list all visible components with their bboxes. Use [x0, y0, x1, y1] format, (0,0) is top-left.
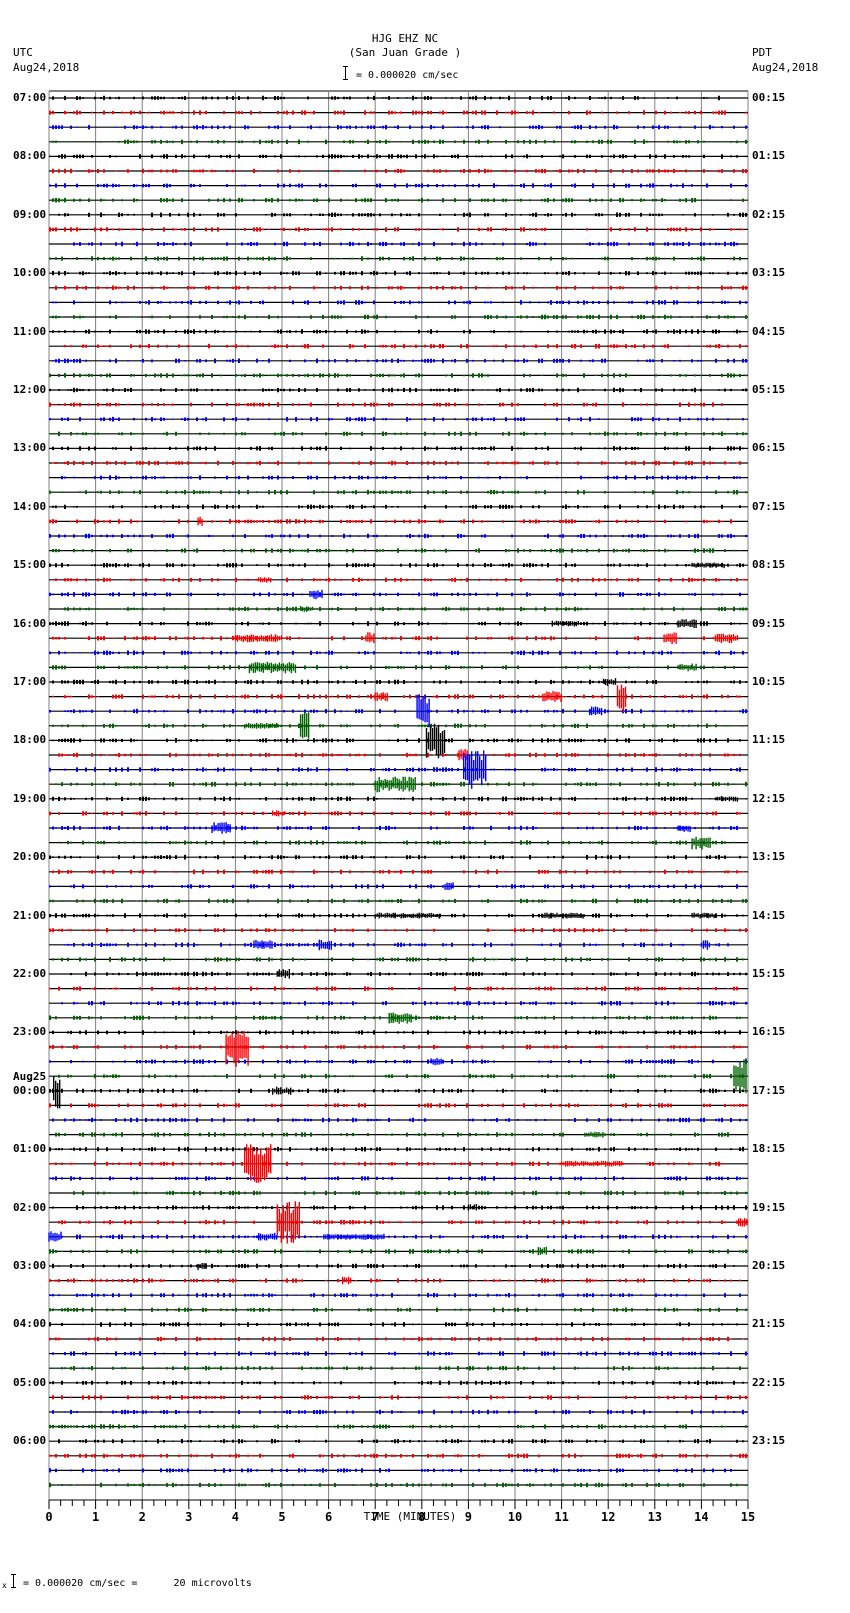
svg-text:6: 6 — [325, 1510, 332, 1524]
right-date: Aug24,2018 — [752, 61, 819, 74]
left-date: Aug24,2018 — [13, 61, 80, 74]
pdt-hour-label: 20:15 — [752, 1259, 786, 1272]
pdt-hour-label: 18:15 — [752, 1142, 786, 1156]
pdt-hour-label: 21:15 — [752, 1317, 786, 1331]
pdt-hour-label: 11:15 — [752, 733, 786, 747]
utc-hour-label: 23:00 — [13, 1025, 47, 1039]
utc-hour-label: 20:00 — [13, 850, 47, 864]
utc-hour-label: 22:00 — [13, 967, 47, 980]
pdt-hour-label: 01:15 — [752, 149, 786, 163]
pdt-hour-label: 12:15 — [752, 791, 786, 805]
pdt-hour-label: 06:15 — [752, 441, 786, 455]
utc-hour-label: 13:00 — [13, 441, 47, 455]
svg-text:5: 5 — [278, 1510, 285, 1524]
pdt-hour-label: 09:15 — [752, 616, 786, 630]
utc-hour-label: 06:00 — [13, 1434, 47, 1448]
pdt-hour-label: 14:15 — [752, 908, 786, 922]
right-timezone: PDT — [752, 46, 772, 59]
pdt-hour-label: 15:15 — [752, 967, 786, 980]
svg-text:15: 15 — [741, 1510, 755, 1524]
utc-hour-label: 17:00 — [13, 675, 47, 688]
date-change-label: Aug25 — [13, 1069, 47, 1083]
svg-text:8: 8 — [418, 1510, 425, 1524]
svg-text:9: 9 — [465, 1510, 472, 1524]
station-title: HJG EHZ NC — [371, 32, 439, 45]
svg-text:4: 4 — [232, 1510, 239, 1524]
utc-hour-label: 08:00 — [13, 149, 47, 163]
pdt-hour-label: 16:15 — [752, 1025, 786, 1039]
footer-prefix: x — [2, 1581, 7, 1590]
pdt-hour-label: 04:15 — [752, 324, 786, 338]
utc-hour-label: 07:00 — [13, 91, 47, 104]
pdt-hour-label: 17:15 — [752, 1083, 786, 1097]
svg-text:14: 14 — [694, 1510, 708, 1524]
scale-label: = 0.000020 cm/sec — [356, 70, 459, 81]
utc-hour-label: 02:00 — [13, 1200, 47, 1214]
utc-hour-label: 01:00 — [13, 1142, 47, 1156]
utc-hour-label: 03:00 — [13, 1259, 47, 1272]
utc-hour-label: 04:00 — [13, 1317, 47, 1331]
svg-text:10: 10 — [508, 1510, 522, 1524]
utc-hour-label: 10:00 — [13, 266, 47, 280]
pdt-hour-label: 02:15 — [752, 207, 786, 221]
pdt-hour-label: 00:15 — [752, 91, 786, 104]
utc-hour-label: 15:00 — [13, 558, 47, 572]
utc-hour-label: 05:00 — [13, 1375, 47, 1389]
utc-hour-label: 19:00 — [13, 791, 47, 805]
x-axis-title: TIME (MINUTES) — [363, 1510, 457, 1523]
utc-hour-label: 14:00 — [13, 499, 47, 513]
svg-text:2: 2 — [139, 1510, 146, 1524]
utc-hour-label: 21:00 — [13, 908, 47, 922]
svg-text:0: 0 — [45, 1510, 52, 1524]
svg-text:1: 1 — [92, 1510, 99, 1524]
utc-hour-label: 12:00 — [13, 383, 47, 396]
footer-scale-bar-icon — [11, 1574, 18, 1588]
svg-text:13: 13 — [648, 1510, 662, 1524]
station-location: (San Juan Grade ) — [348, 46, 462, 59]
pdt-hour-label: 10:15 — [752, 675, 786, 688]
svg-text:3: 3 — [185, 1510, 192, 1524]
pdt-hour-label: 05:15 — [752, 383, 786, 396]
footer-scale-note: = 0.000020 cm/sec = 20 microvolts — [23, 1578, 252, 1589]
pdt-hour-label: 08:15 — [752, 558, 786, 572]
scale-bar-icon — [343, 66, 350, 80]
svg-text:11: 11 — [554, 1510, 568, 1524]
pdt-hour-label: 03:15 — [752, 266, 786, 280]
utc-hour-label: 09:00 — [13, 207, 47, 221]
pdt-hour-label: 23:15 — [752, 1434, 786, 1448]
pdt-hour-label: 19:15 — [752, 1200, 786, 1214]
utc-hour-label: 16:00 — [13, 616, 47, 630]
svg-text:12: 12 — [601, 1510, 615, 1524]
utc-hour-label: 11:00 — [13, 324, 47, 338]
pdt-hour-label: 13:15 — [752, 850, 786, 864]
left-timezone: UTC — [13, 46, 33, 59]
svg-text:7: 7 — [372, 1510, 379, 1524]
utc-hour-label: 00:00 — [13, 1083, 47, 1097]
pdt-hour-label: 07:15 — [752, 499, 786, 513]
utc-hour-label: 18:00 — [13, 733, 47, 747]
pdt-hour-label: 22:15 — [752, 1375, 786, 1389]
